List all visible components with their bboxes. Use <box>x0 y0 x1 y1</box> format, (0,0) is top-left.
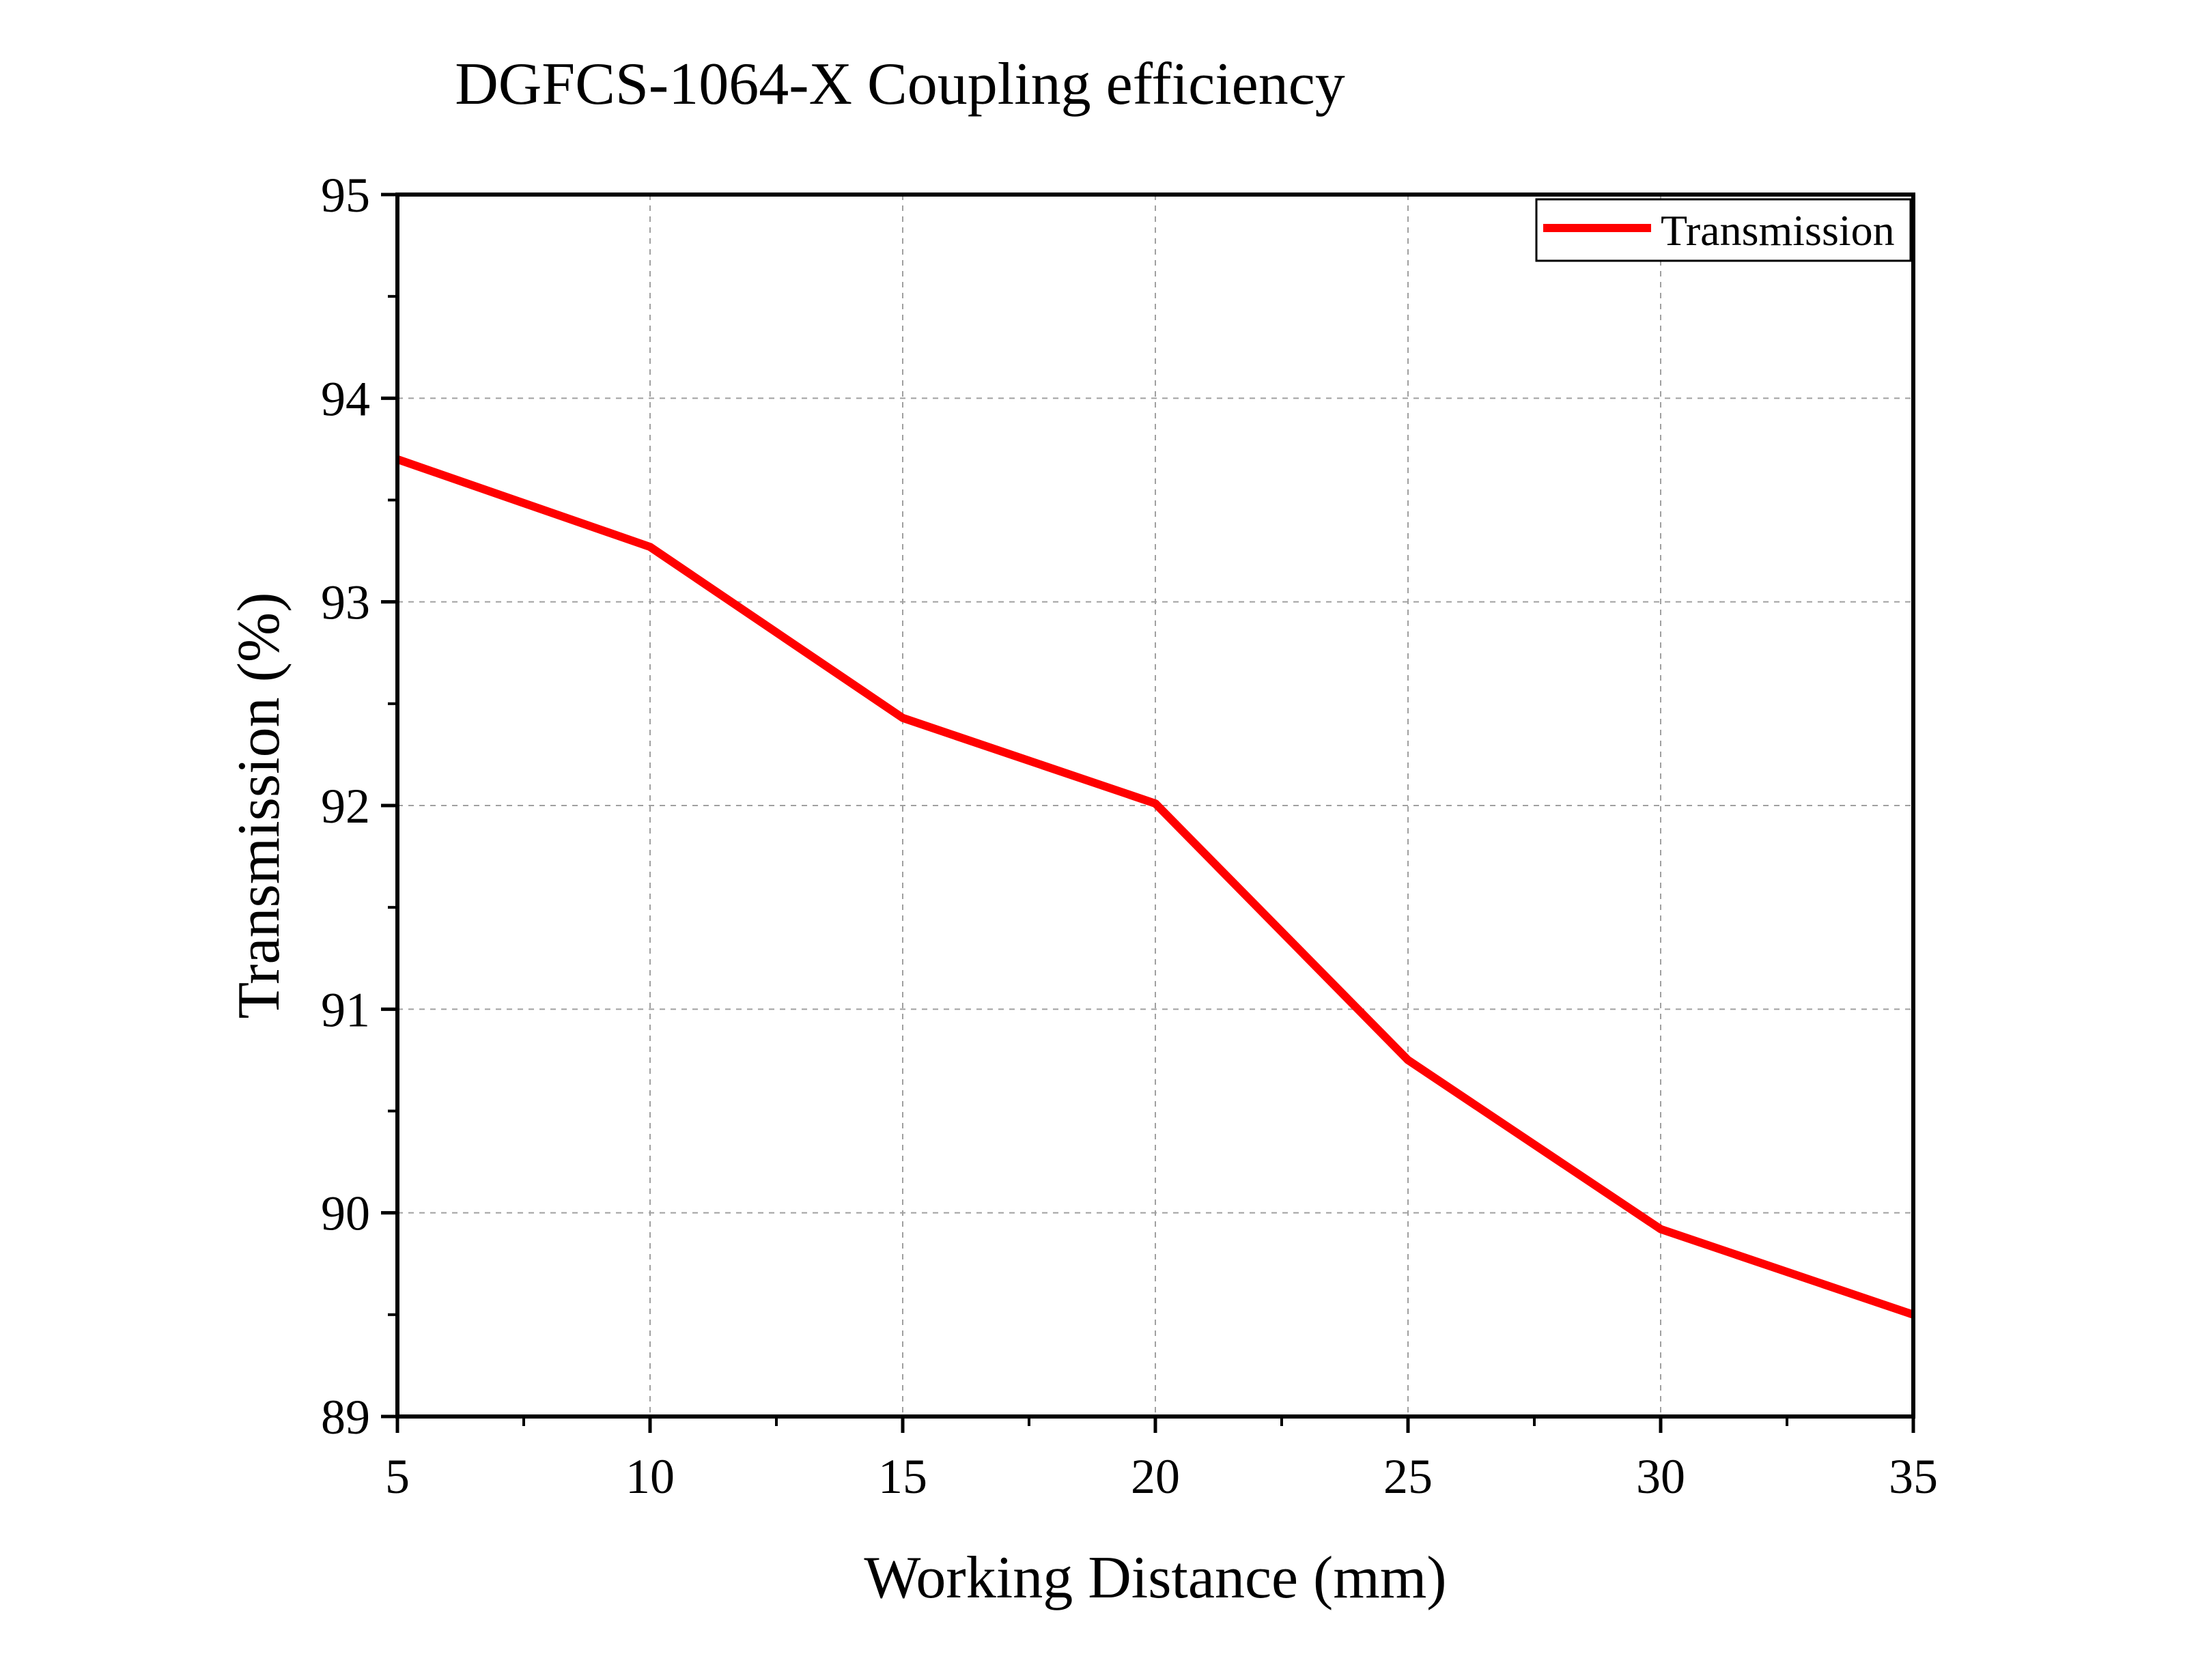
y-tick-label: 91 <box>321 982 370 1037</box>
x-tick-label: 35 <box>1889 1449 1938 1504</box>
chart-title: DGFCS-1064-X Coupling efficiency <box>455 51 1345 117</box>
x-tick-label: 25 <box>1383 1449 1433 1504</box>
y-tick-label: 94 <box>321 371 370 426</box>
x-tick-label: 5 <box>385 1449 410 1504</box>
x-tick-labels: 5 10 15 20 25 30 35 <box>385 1449 1938 1504</box>
y-tick-label: 92 <box>321 779 370 834</box>
x-tick-label: 20 <box>1131 1449 1180 1504</box>
y-axis-label: Transmission (%) <box>226 592 292 1019</box>
y-tick-label: 95 <box>321 168 370 223</box>
x-tick-label: 10 <box>625 1449 675 1504</box>
x-tick-label: 30 <box>1636 1449 1685 1504</box>
y-tick-labels: 89 90 91 92 93 94 95 <box>321 168 370 1444</box>
axis-ticks <box>381 193 1915 1433</box>
legend-label: Transmission <box>1661 206 1895 255</box>
grid-lines <box>397 195 1913 1416</box>
legend: Transmission <box>1535 198 1912 262</box>
x-axis-label: Working Distance (mm) <box>864 1545 1446 1611</box>
x-tick-label: 15 <box>878 1449 927 1504</box>
y-tick-label: 93 <box>321 575 370 630</box>
series-layer <box>396 455 1915 1319</box>
y-tick-label: 89 <box>321 1390 370 1444</box>
series-line-transmission <box>396 455 1915 1319</box>
y-tick-label: 90 <box>321 1186 370 1241</box>
